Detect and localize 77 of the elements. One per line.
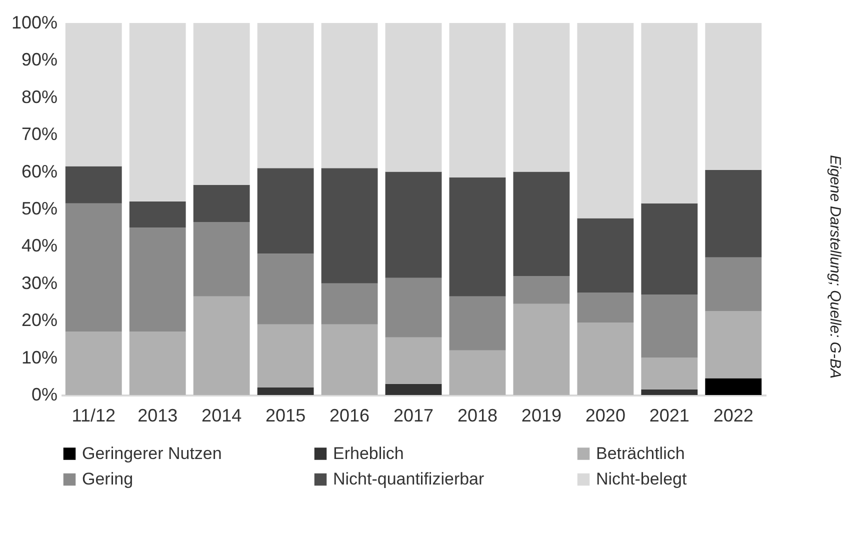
- y-tick-label: 30%: [21, 272, 58, 293]
- bar: [449, 296, 506, 350]
- bar: [193, 23, 250, 185]
- x-tick-label: 2020: [585, 406, 626, 426]
- legend-label: Beträchtlich: [596, 444, 685, 463]
- bar: [705, 257, 762, 312]
- x-tick-label: 2018: [457, 406, 498, 426]
- bar: [385, 384, 442, 395]
- bar: [641, 294, 698, 358]
- bar: [513, 304, 570, 395]
- bar: [449, 23, 506, 178]
- bar: [385, 23, 442, 172]
- bar: [641, 358, 698, 390]
- bar: [65, 332, 122, 395]
- bar: [577, 23, 634, 218]
- x-tick-label: 2021: [649, 406, 690, 426]
- y-tick-label: 20%: [21, 310, 58, 330]
- text: Eigene Darstellung; Quelle: G-BA: [826, 155, 844, 379]
- bar: [193, 184, 250, 222]
- bar: [513, 276, 570, 304]
- bar: [641, 203, 698, 295]
- bar: [257, 324, 314, 388]
- bar: [65, 166, 122, 204]
- bar: [705, 378, 762, 395]
- bar: [321, 283, 378, 324]
- bar: [129, 23, 186, 202]
- bar: [257, 168, 314, 254]
- legend-label: Geringerer Nutzen: [82, 444, 222, 463]
- bar: [449, 350, 506, 395]
- legend-label: Nicht-belegt: [596, 470, 687, 488]
- y-tick-label: 10%: [21, 347, 58, 368]
- legend-label: Gering: [82, 470, 134, 488]
- x-tick-label: 2019: [521, 406, 562, 426]
- bar: [385, 337, 442, 384]
- x-tick-label: 2022: [713, 406, 754, 426]
- x-tick-label: 2013: [138, 406, 178, 426]
- bar: [257, 254, 314, 324]
- bar: [321, 168, 378, 284]
- bar: [705, 170, 762, 258]
- bar: [641, 23, 698, 204]
- bar: [385, 172, 442, 278]
- bar: [257, 388, 314, 395]
- bar: [705, 23, 762, 170]
- bar: [129, 202, 186, 228]
- y-tick-label: 0%: [31, 384, 58, 404]
- x-tick-label: 2016: [330, 406, 370, 426]
- y-tick-label: 100%: [11, 12, 58, 32]
- bar: [513, 23, 570, 172]
- y-tick-label: 40%: [21, 236, 58, 256]
- y-tick-label: 70%: [21, 124, 58, 144]
- x-tick-label: 11/12: [72, 406, 116, 426]
- bar: [321, 324, 378, 395]
- y-tick-label: 60%: [21, 161, 58, 182]
- bar: [129, 332, 186, 395]
- bar: [449, 177, 506, 296]
- bar: [705, 311, 762, 378]
- legend-label: Erheblich: [333, 444, 404, 463]
- bar: [385, 278, 442, 338]
- bar: [193, 222, 250, 296]
- bar: [641, 389, 698, 395]
- x-tick-label: 2017: [393, 406, 434, 426]
- bar: [577, 322, 634, 395]
- bar: [129, 228, 186, 332]
- bar: [65, 203, 122, 332]
- legend-label: Nicht-quantifizierbar: [333, 470, 485, 488]
- bar: [577, 292, 634, 322]
- x-tick-label: 2014: [202, 406, 242, 426]
- bar: [513, 172, 570, 276]
- x-tick-label: 2015: [266, 406, 306, 426]
- y-tick-label: 80%: [21, 86, 58, 107]
- bar: [321, 23, 378, 168]
- bar: [577, 218, 634, 293]
- bar: [257, 23, 314, 168]
- y-tick-label: 50%: [21, 198, 58, 218]
- y-tick-label: 90%: [21, 50, 58, 70]
- bar: [65, 23, 122, 166]
- bar: [193, 296, 250, 395]
